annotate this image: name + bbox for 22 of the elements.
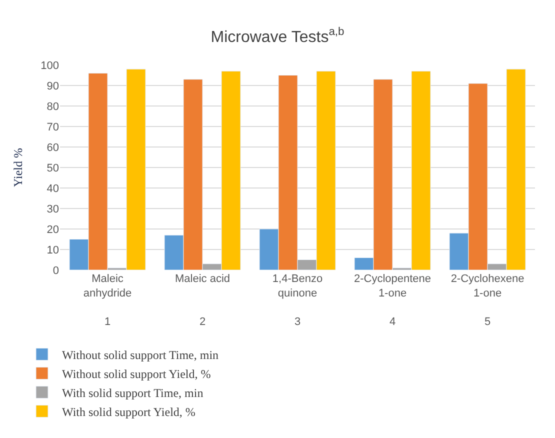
y-tick-label: 50 bbox=[46, 162, 59, 174]
y-tick-label: 100 bbox=[40, 60, 59, 72]
category-label: 2-Cyclopentene 1-one 4 bbox=[354, 273, 432, 328]
y-tick-label: 10 bbox=[46, 244, 59, 256]
category-label: Maleic acid 2 bbox=[174, 273, 230, 328]
y-tick-label: 0 bbox=[52, 264, 59, 277]
y-tick-label: 60 bbox=[46, 142, 59, 154]
legend-label: Without solid support Yield, % bbox=[62, 366, 211, 381]
y-tick-label: 20 bbox=[46, 224, 59, 236]
category-label: 1,4-Benzo quinone 3 bbox=[272, 273, 323, 328]
legend-label: With solid support Time, min bbox=[62, 386, 204, 400]
legend-label: Without solid support Time, min bbox=[62, 348, 219, 362]
y-tick-label: 30 bbox=[46, 203, 59, 216]
legend-label: With solid support Yield, % bbox=[62, 404, 196, 419]
y-tick-label: 70 bbox=[46, 121, 59, 134]
y-axis-title: Yield % bbox=[10, 148, 25, 187]
y-tick-label: 90 bbox=[46, 80, 59, 92]
category-label: 2-Cyclohexene 1-one 5 bbox=[450, 273, 524, 328]
y-tick-label: 40 bbox=[46, 182, 59, 195]
chart-title: Microwave Tests$^{a,b}$ bbox=[210, 26, 344, 46]
category-label: Maleic anhydride 1 bbox=[83, 273, 132, 328]
y-tick-label: 80 bbox=[46, 100, 59, 113]
